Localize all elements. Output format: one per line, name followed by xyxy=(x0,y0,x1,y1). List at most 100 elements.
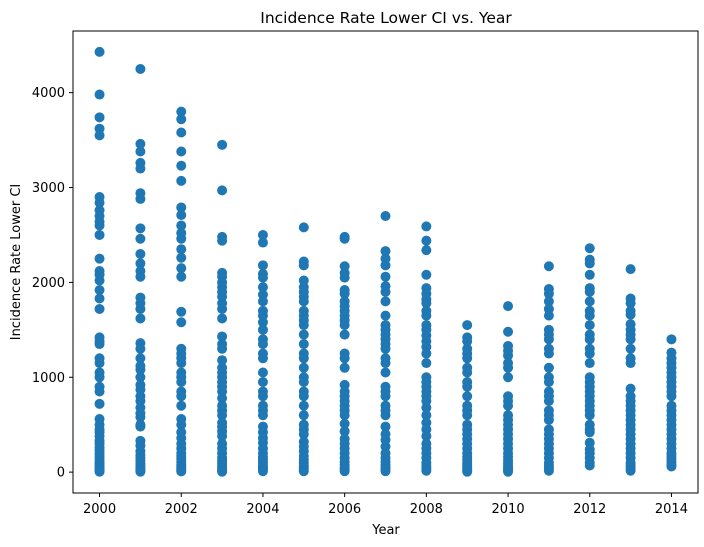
data-point xyxy=(462,410,473,421)
data-point xyxy=(94,303,105,314)
data-point xyxy=(380,210,391,221)
data-point xyxy=(217,343,228,354)
data-point xyxy=(543,465,554,476)
data-point xyxy=(339,426,350,437)
data-point xyxy=(380,421,391,432)
data-point xyxy=(135,421,146,432)
data-point xyxy=(462,367,473,378)
data-point xyxy=(339,329,350,340)
data-point xyxy=(503,326,514,337)
data-point xyxy=(625,358,636,369)
data-point xyxy=(94,386,105,397)
data-point xyxy=(298,329,309,340)
data-point xyxy=(176,244,187,255)
data-point xyxy=(257,229,268,240)
data-point xyxy=(339,418,350,429)
data-point xyxy=(339,353,350,364)
data-point xyxy=(135,466,146,477)
data-point xyxy=(257,317,268,328)
data-point xyxy=(298,410,309,421)
data-point xyxy=(94,197,105,208)
data-point xyxy=(298,377,309,388)
data-point xyxy=(543,362,554,373)
data-point xyxy=(503,466,514,477)
data-point xyxy=(176,160,187,171)
data-point xyxy=(584,286,595,297)
data-point xyxy=(176,146,187,157)
data-point xyxy=(503,350,514,361)
y-tick-label: 1000 xyxy=(32,371,65,386)
data-point xyxy=(298,400,309,411)
data-point xyxy=(584,320,595,331)
y-tick-label: 0 xyxy=(57,466,65,481)
data-point xyxy=(94,220,105,231)
data-point xyxy=(543,296,554,307)
data-point xyxy=(135,233,146,244)
data-point xyxy=(380,260,391,271)
data-point xyxy=(584,358,595,369)
y-tick-label: 3000 xyxy=(32,181,65,196)
data-point xyxy=(257,466,268,477)
data-point xyxy=(421,402,432,413)
data-point xyxy=(421,465,432,476)
data-point xyxy=(176,391,187,402)
data-point xyxy=(94,89,105,100)
data-point xyxy=(135,63,146,74)
data-point xyxy=(298,222,309,233)
data-point xyxy=(257,296,268,307)
data-point xyxy=(176,233,187,244)
data-point xyxy=(625,334,636,345)
data-point xyxy=(421,358,432,369)
data-point xyxy=(625,465,636,476)
points-layer xyxy=(94,46,677,477)
data-point xyxy=(94,398,105,409)
data-point xyxy=(625,298,636,309)
data-point xyxy=(135,303,146,314)
data-point xyxy=(94,229,105,240)
data-point xyxy=(462,320,473,331)
data-point xyxy=(543,395,554,406)
data-point xyxy=(94,466,105,477)
x-axis-label: Year xyxy=(371,523,400,538)
data-point xyxy=(135,343,146,354)
data-point xyxy=(135,412,146,423)
data-point xyxy=(217,355,228,366)
data-point xyxy=(584,348,595,359)
data-point xyxy=(257,282,268,293)
data-point xyxy=(176,400,187,411)
data-point xyxy=(176,210,187,221)
data-point xyxy=(176,202,187,213)
data-point xyxy=(176,419,187,430)
data-point xyxy=(380,410,391,421)
data-point xyxy=(135,353,146,364)
data-point xyxy=(176,263,187,274)
x-tick-label: 2000 xyxy=(83,502,116,517)
data-point xyxy=(257,410,268,421)
x-tick-label: 2008 xyxy=(410,502,443,517)
data-point xyxy=(584,334,595,345)
data-point xyxy=(380,296,391,307)
data-point xyxy=(380,367,391,378)
plot-frame xyxy=(72,30,699,494)
data-point xyxy=(217,185,228,196)
data-point xyxy=(135,223,146,234)
data-point xyxy=(666,391,677,402)
data-point xyxy=(257,237,268,248)
data-point xyxy=(543,414,554,425)
x-axis-ticks: 2000 2002 2004 2006 2008 2010 2012 2014 xyxy=(83,493,688,517)
data-point xyxy=(380,466,391,477)
data-point xyxy=(135,248,146,259)
data-point xyxy=(257,377,268,388)
data-point xyxy=(217,393,228,404)
data-point xyxy=(135,146,146,157)
data-point xyxy=(380,310,391,321)
data-point xyxy=(135,313,146,324)
data-point xyxy=(217,139,228,150)
data-point xyxy=(176,306,187,317)
data-point xyxy=(298,260,309,271)
data-point xyxy=(94,46,105,57)
data-point xyxy=(298,362,309,373)
data-point xyxy=(217,466,228,477)
